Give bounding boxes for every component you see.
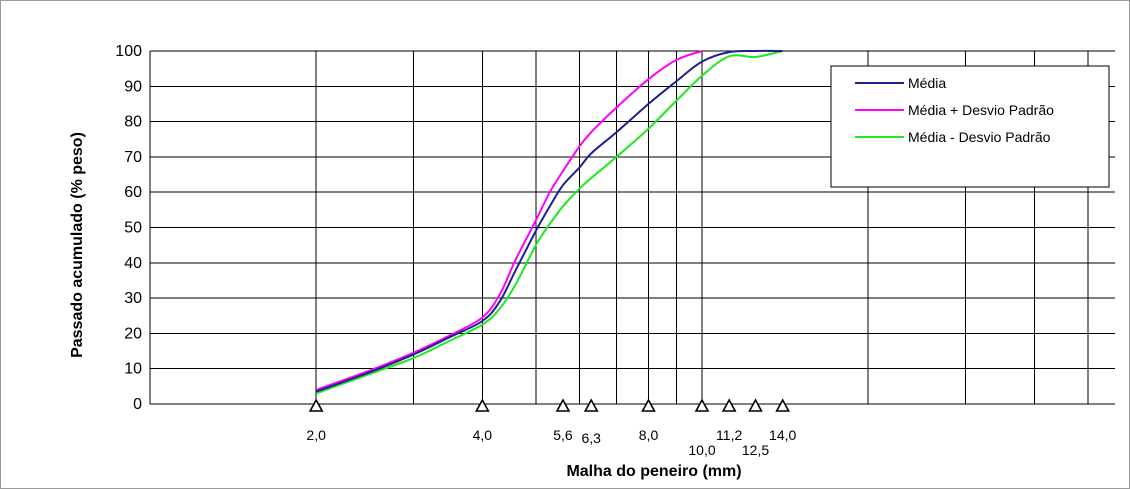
y-tick-label: 20 — [124, 325, 142, 342]
legend-label: Média — [908, 75, 946, 91]
series-lines — [315, 49, 783, 395]
sieve-marker — [308, 398, 324, 412]
y-tick-label: 50 — [124, 220, 142, 237]
sieve-marker — [555, 398, 571, 412]
legend: Média Média + Desvio Padrão Média - Desvio… — [830, 65, 1110, 188]
x-tick-labels: 2,0 4,0 5,6 6,3 8,0 10,011,212,514,0 — [306, 427, 796, 458]
y-tick-label: 70 — [124, 149, 142, 166]
x-tick-label: 10,0 — [688, 442, 715, 458]
sieve-marker — [694, 398, 710, 412]
y-tick-labels: 0 10 20 30 40 50 60 70 80 90 100 — [115, 43, 142, 413]
x-tick-label: 6,3 — [582, 430, 602, 446]
x-tick-label: 8,0 — [639, 427, 659, 443]
y-tick-label: 40 — [124, 255, 142, 272]
legend-label: Média - Desvio Padrão — [908, 129, 1051, 145]
sieve-markers — [308, 398, 791, 412]
sieve-marker — [748, 398, 763, 412]
x-tick-label: 4,0 — [473, 427, 493, 443]
sieve-marker — [775, 398, 791, 412]
legend-box — [830, 65, 1110, 188]
y-axis-label: Passado acumulado (% peso) — [69, 132, 86, 358]
y-tick-label: 60 — [124, 184, 142, 201]
sieve-marker — [583, 398, 599, 412]
sieve-marker — [474, 398, 490, 412]
y-tick-label: 30 — [124, 290, 142, 307]
sieve-marker — [721, 398, 737, 412]
sieve-marker — [641, 398, 656, 412]
x-tick-label: 11,2 — [716, 427, 742, 443]
x-tick-label: 12,5 — [742, 442, 769, 458]
y-tick-label: 90 — [124, 78, 142, 95]
y-tick-label: 100 — [115, 43, 142, 60]
y-tick-label: 0 — [133, 396, 142, 413]
x-tick-label: 5,6 — [553, 427, 573, 443]
x-tick-label: 14,0 — [769, 427, 796, 443]
y-tick-label: 80 — [124, 114, 142, 131]
x-axis-label: Malha do peneiro (mm) — [566, 463, 741, 480]
series-line-3 — [315, 50, 783, 395]
series-line-2 — [315, 50, 703, 391]
x-tick-label: 2,0 — [306, 427, 326, 443]
legend-label: Média + Desvio Padrão — [908, 102, 1054, 118]
y-tick-label: 10 — [124, 361, 142, 378]
series-line-1 — [315, 49, 783, 393]
